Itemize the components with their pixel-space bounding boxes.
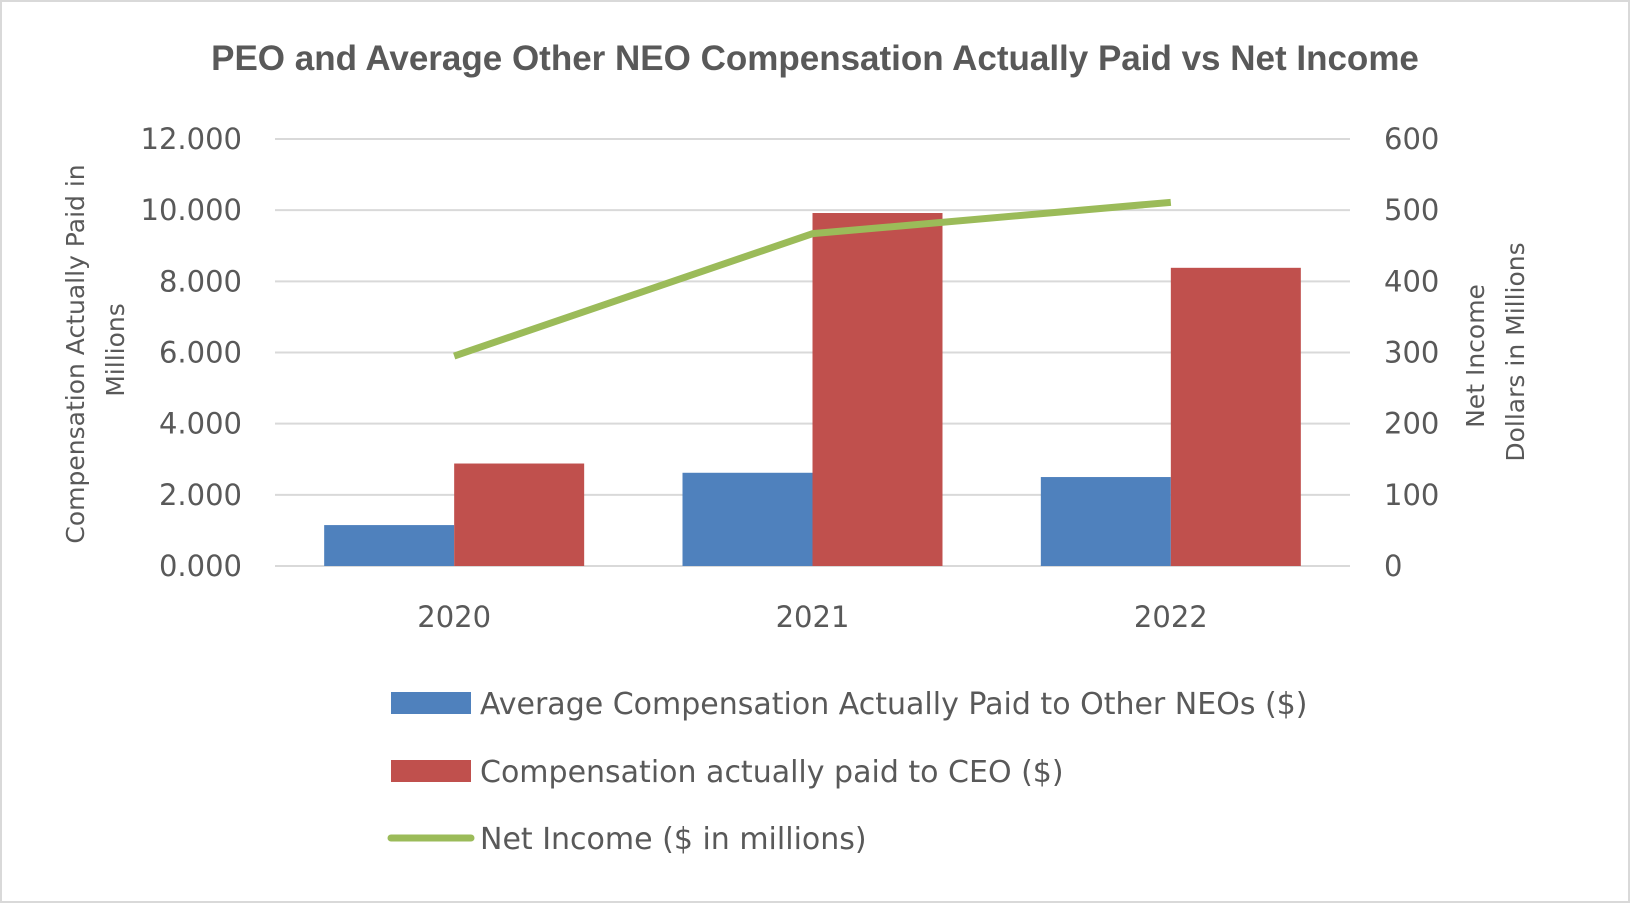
right-axis-title-line-2: Dollars in Millions <box>1501 242 1530 461</box>
left-tick-label: 10.000 <box>141 193 242 227</box>
category-label: 2022 <box>1134 600 1208 634</box>
ceo-bar <box>1170 267 1301 566</box>
right-tick-label: 0 <box>1384 549 1402 583</box>
other-neo-bar <box>1040 477 1171 566</box>
right-axis-ticks: 0 100 200 300 400 500 600 <box>1384 122 1439 583</box>
net-income-line-series <box>453 198 1172 360</box>
legend-label-2: Net Income ($ in millions) <box>480 822 867 857</box>
right-tick-label: 400 <box>1384 264 1439 298</box>
left-tick-label: 12.000 <box>141 122 242 156</box>
right-tick-label: 600 <box>1384 122 1439 156</box>
right-tick-label: 500 <box>1384 193 1439 227</box>
legend: Average Compensation Actually Paid to Ot… <box>387 687 1307 857</box>
left-tick-label: 8.000 <box>159 264 242 298</box>
other-neo-bar <box>682 472 813 566</box>
ceo-bar <box>812 213 943 566</box>
chart-title: PEO and Average Other NEO Compensation A… <box>211 39 1419 78</box>
left-tick-label: 0.000 <box>159 549 242 583</box>
other-neo-bar <box>324 525 455 566</box>
legend-label-1: Compensation actually paid to CEO ($) <box>480 755 1064 790</box>
legend-swatch-0 <box>391 692 471 714</box>
bar-series <box>324 213 1301 566</box>
right-tick-label: 200 <box>1384 407 1439 441</box>
left-axis-title-line-1: Compensation Actually Paid in <box>61 164 90 543</box>
left-tick-label: 2.000 <box>159 478 242 512</box>
right-axis-title-line-1: Net Income <box>1461 284 1490 428</box>
right-tick-label: 100 <box>1384 478 1439 512</box>
left-axis-title: Compensation Actually Paid in Millions <box>61 156 130 543</box>
legend-swatch-1 <box>391 760 471 782</box>
net-income-line <box>453 198 1172 360</box>
category-label: 2020 <box>417 600 491 634</box>
left-axis-title-line-2: Millions <box>101 303 130 397</box>
right-axis-title: Net Income Dollars in Millions <box>1461 242 1530 461</box>
category-labels: 2020 2021 2022 <box>417 600 1207 634</box>
right-tick-label: 300 <box>1384 336 1439 370</box>
category-label: 2021 <box>776 600 850 634</box>
left-tick-label: 6.000 <box>159 336 242 370</box>
left-axis-ticks: 0.000 2.000 4.000 6.000 8.000 10.000 12.000 <box>141 122 242 583</box>
ceo-bar <box>454 463 585 566</box>
left-tick-label: 4.000 <box>159 407 242 441</box>
legend-label-0: Average Compensation Actually Paid to Ot… <box>480 687 1307 722</box>
